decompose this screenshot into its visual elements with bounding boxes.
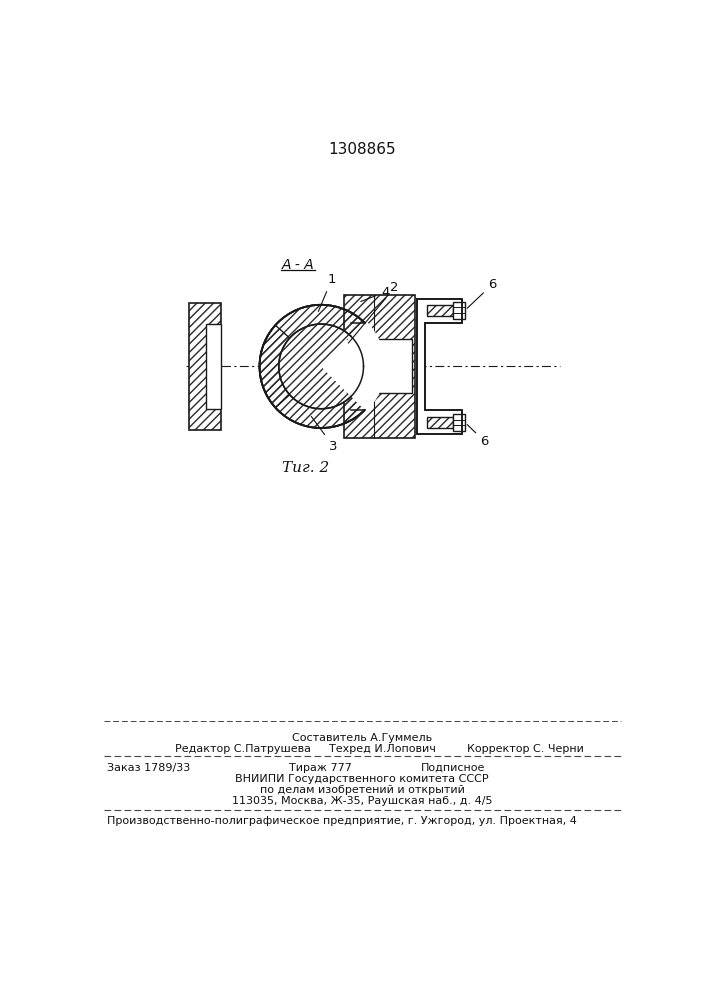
Wedge shape (321, 336, 364, 397)
Text: по делам изобретений и открытий: по делам изобретений и открытий (259, 785, 464, 795)
Wedge shape (259, 325, 321, 408)
Circle shape (259, 305, 382, 428)
Wedge shape (279, 324, 351, 409)
Text: 2: 2 (349, 281, 399, 343)
Bar (189, 303, 221, 430)
Text: Составитель А.Гуммель: Составитель А.Гуммель (292, 733, 432, 743)
Text: ВНИИПИ Государственного комитета СССР: ВНИИПИ Государственного комитета СССР (235, 774, 489, 784)
Bar (426, 417, 452, 428)
Text: Производственно-полиграфическое предприятие, г. Ужгород, ул. Проектная, 4: Производственно-полиграфическое предприя… (107, 816, 577, 826)
Bar (206, 324, 221, 409)
Bar (426, 305, 452, 316)
Text: 113035, Москва, Ж-35, Раушская наб., д. 4/5: 113035, Москва, Ж-35, Раушская наб., д. … (232, 796, 492, 806)
Text: Редактор С.Патрушева: Редактор С.Патрушева (175, 744, 311, 754)
Bar (344, 295, 415, 438)
Bar (189, 303, 221, 430)
Bar (426, 305, 452, 316)
Bar (426, 417, 452, 428)
Text: 4: 4 (361, 286, 390, 301)
Text: Тираж 777: Тираж 777 (288, 763, 351, 773)
Text: Заказ 1789/33: Заказ 1789/33 (107, 763, 190, 773)
Text: 1308865: 1308865 (328, 142, 396, 157)
Text: 3: 3 (311, 416, 337, 453)
Text: 1: 1 (318, 273, 336, 311)
Wedge shape (321, 336, 364, 397)
Circle shape (279, 324, 363, 409)
Polygon shape (417, 299, 462, 434)
Text: Техред И.Лопович: Техред И.Лопович (329, 744, 436, 754)
Wedge shape (321, 323, 382, 366)
Wedge shape (259, 305, 365, 428)
Bar (452, 414, 465, 431)
Wedge shape (321, 366, 382, 410)
Wedge shape (321, 325, 382, 366)
Text: A - A: A - A (281, 258, 315, 272)
Bar (347, 339, 412, 393)
Wedge shape (321, 322, 385, 411)
Bar (426, 305, 452, 316)
Bar (344, 295, 415, 438)
Bar (189, 303, 221, 430)
Text: Подписное: Подписное (421, 763, 486, 773)
Bar (344, 295, 415, 438)
Bar (452, 302, 465, 319)
Text: 6: 6 (467, 278, 496, 308)
Wedge shape (321, 321, 385, 412)
Wedge shape (321, 366, 363, 396)
Text: 6: 6 (467, 425, 489, 448)
Wedge shape (321, 336, 363, 366)
Bar (426, 417, 452, 428)
Text: Τиг. 2: Τиг. 2 (282, 461, 329, 475)
Text: Корректор С. Черни: Корректор С. Черни (467, 744, 584, 754)
